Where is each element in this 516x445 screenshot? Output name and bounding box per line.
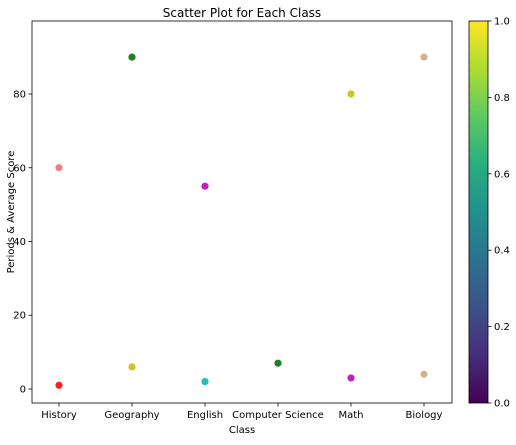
data-point xyxy=(128,363,136,371)
y-tick-label: 20 xyxy=(13,311,26,322)
x-tick-label: Computer Science xyxy=(232,410,324,421)
x-tick-label: Biology xyxy=(406,410,443,421)
x-tick-label: History xyxy=(41,410,77,421)
y-tick-label: 0 xyxy=(20,384,26,395)
colorbar xyxy=(469,21,488,403)
colorbar-tick-label: 0.8 xyxy=(494,93,510,104)
data-point xyxy=(420,370,428,378)
data-point xyxy=(201,378,209,386)
data-point xyxy=(274,359,282,367)
data-point xyxy=(420,53,428,61)
colorbar-tick-label: 0.6 xyxy=(494,169,510,180)
data-point xyxy=(347,374,355,382)
y-tick-label: 80 xyxy=(13,90,26,101)
x-axis-ticks: History Geography English Computer Science M… xyxy=(41,403,443,421)
colorbar-tick-label: 0.4 xyxy=(494,246,510,257)
colorbar-tick-label: 1.0 xyxy=(494,17,510,28)
y-tick-label: 40 xyxy=(13,237,26,248)
x-tick-label: Geography xyxy=(104,410,159,421)
y-axis-label: Periods & Average Score xyxy=(6,151,17,274)
data-point xyxy=(55,164,63,172)
colorbar-tick-label: 0.0 xyxy=(494,399,510,410)
data-point xyxy=(55,381,63,389)
y-tick-label: 60 xyxy=(13,163,26,174)
y-axis-ticks: 0 20 40 60 80 xyxy=(13,90,32,395)
chart-title: Scatter Plot for Each Class xyxy=(163,6,321,20)
data-point xyxy=(347,90,355,98)
x-tick-label: Math xyxy=(338,410,363,421)
x-tick-label: English xyxy=(187,410,223,421)
plot-area xyxy=(31,20,453,404)
colorbar-tick-label: 0.2 xyxy=(494,322,510,333)
data-point xyxy=(201,182,209,190)
colorbar-frame xyxy=(468,20,489,404)
data-point xyxy=(128,53,136,61)
x-axis-label: Class xyxy=(229,425,255,436)
data-points xyxy=(55,53,428,389)
colorbar-ticks: 0.0 0.2 0.4 0.6 0.8 1.0 xyxy=(488,17,510,410)
